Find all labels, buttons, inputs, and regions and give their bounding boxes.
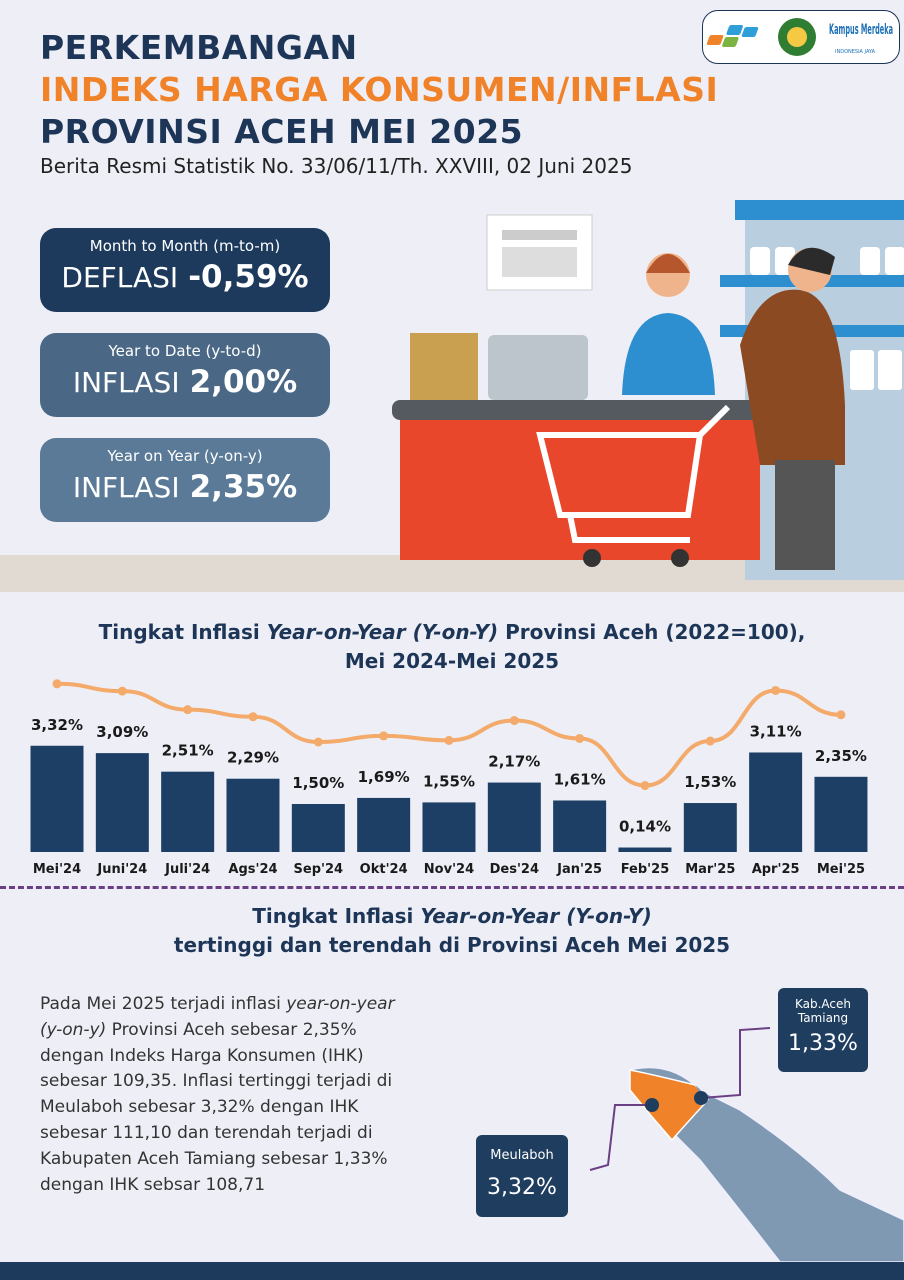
bps-logo (706, 25, 759, 47)
card-label: DEFLASI (61, 261, 179, 294)
x-tick-label: Feb'25 (621, 862, 670, 877)
trend-point (771, 685, 781, 695)
trend-point (509, 716, 519, 726)
value-label: 1,61% (554, 770, 606, 788)
bar (291, 804, 345, 852)
chart: 3,32% Mei'24 3,09% Juni'24 2,51% Juli'24 2,29%… (30, 679, 868, 877)
trend-point (52, 679, 62, 689)
card-period: Month to Month (m-to-m) (89, 237, 281, 255)
x-tick-label: Okt'24 (360, 862, 408, 877)
bar (814, 776, 868, 852)
card-period: Year to Date (y-to-d) (108, 342, 262, 360)
card-period: Year on Year (y-on-y) (107, 447, 263, 465)
title-line: INDEKS HARGA KONSUMEN/INFLASI (40, 70, 719, 109)
value-label: 3,09% (96, 723, 148, 741)
trend-point (379, 731, 389, 741)
footer-bar (0, 1262, 904, 1280)
logo-box: Kampus Merdeka INDONESIA JAYA (702, 10, 900, 64)
bar (618, 847, 672, 852)
section-title: Tingkat Inflasi Year-on-Year (Y-on-Y) ter… (0, 902, 904, 960)
logo-text: Kampus Merdeka (829, 22, 893, 38)
x-tick-label: Jan'25 (556, 862, 602, 877)
map (589, 1027, 904, 1262)
x-tick-label: Juni'24 (96, 862, 147, 877)
stat-card: Year on Year (y-on-y) INFLASI 2,35% (40, 438, 330, 522)
divider (0, 886, 904, 889)
bar (161, 771, 215, 852)
tag-name: Meulaboh (490, 1148, 554, 1163)
tag-value: 3,32% (487, 1175, 557, 1200)
x-tick-label: Nov'24 (424, 862, 474, 877)
value-label: 2,51% (162, 742, 214, 760)
x-tick-label: Mei'24 (33, 862, 81, 877)
bar (30, 745, 84, 852)
trend-line (56, 681, 842, 788)
trend-point (117, 686, 127, 696)
value-label: 1,69% (358, 768, 410, 786)
trend-point (640, 781, 650, 791)
bar (357, 797, 411, 852)
bar (683, 803, 737, 852)
card-label: INFLASI (72, 366, 180, 399)
card-value: 2,35% (189, 469, 298, 505)
title-part: tertinggi dan terendah di Provinsi Aceh … (173, 933, 731, 957)
trend-point (248, 712, 258, 722)
value-label: 2,29% (227, 749, 279, 767)
value-label: 1,53% (684, 773, 736, 791)
value-label: 1,50% (292, 774, 344, 792)
x-tick-label: Mei'25 (817, 862, 865, 877)
trend-point (183, 705, 193, 715)
bar (553, 800, 607, 852)
trend-point (836, 710, 846, 720)
card-value: 2,00% (189, 364, 298, 400)
logos: Kampus Merdeka INDONESIA JAYA (706, 18, 893, 56)
bar (226, 778, 280, 852)
text: Provinsi Aceh sebesar 2,35% dengan Indek… (40, 1019, 393, 1195)
value-label: 1,55% (423, 772, 475, 790)
tag-value: 1,33% (788, 1031, 858, 1056)
bar (749, 752, 803, 852)
subtitle: Berita Resmi Statistik No. 33/06/11/Th. … (40, 154, 633, 178)
logo-sub: INDONESIA JAYA (835, 49, 876, 55)
card-label: INFLASI (72, 471, 180, 504)
text: Pada Mei 2025 terjadi inflasi (40, 994, 287, 1014)
chart-title: Tingkat Inflasi Year-on-Year (Y-on-Y) Pr… (0, 618, 904, 676)
value-label: 0,14% (619, 818, 671, 836)
value-label: 2,35% (815, 747, 867, 765)
title-part: Year-on-Year (Y-on-Y) (266, 620, 499, 644)
x-tick-label: Ags'24 (228, 862, 277, 877)
highest-tag: Meulaboh 3,32% (476, 1135, 568, 1217)
trend-point (705, 736, 715, 746)
stat-card: Month to Month (m-to-m) DEFLASI -0,59% (40, 228, 330, 312)
title-part: Tingkat Inflasi (252, 904, 421, 928)
x-tick-label: Apr'25 (752, 862, 800, 877)
title-part: Provinsi Aceh (2022=100), (498, 620, 806, 644)
x-tick-label: Juli'24 (164, 862, 210, 877)
trend-point (313, 737, 323, 747)
trend-point (575, 733, 585, 743)
card-value: -0,59% (188, 259, 309, 295)
text: year-on-year (y-on-y) (40, 994, 395, 1040)
title-part: Year-on-Year (Y-on-Y) (420, 904, 652, 928)
lowest-tag: Kab.Aceh Tamiang 1,33% (778, 988, 868, 1072)
title-part: Tingkat Inflasi (98, 620, 267, 644)
x-tick-label: Mar'25 (685, 862, 735, 877)
shop-illustration (0, 200, 904, 592)
bar (487, 782, 541, 852)
value-label: 3,11% (750, 722, 802, 740)
stat-card: Year to Date (y-to-d) INFLASI 2,00% (40, 333, 330, 417)
value-label: 3,32% (31, 716, 83, 734)
bar (422, 802, 476, 852)
title-line: PERKEMBANGAN (40, 28, 358, 67)
chart-subtitle: Mei 2024-Mei 2025 (344, 649, 560, 673)
x-tick-label: Des'24 (490, 862, 539, 877)
bar (95, 753, 149, 852)
trend-point (444, 735, 454, 745)
value-label: 2,17% (488, 753, 540, 771)
x-tick-label: Sep'24 (294, 862, 344, 877)
tag-name: Kab.Aceh Tamiang (794, 997, 852, 1025)
paragraph: Pada Mei 2025 terjadi inflasi year-on-ye… (40, 992, 410, 1198)
title-line: PROVINSI ACEH MEI 2025 (40, 112, 524, 151)
